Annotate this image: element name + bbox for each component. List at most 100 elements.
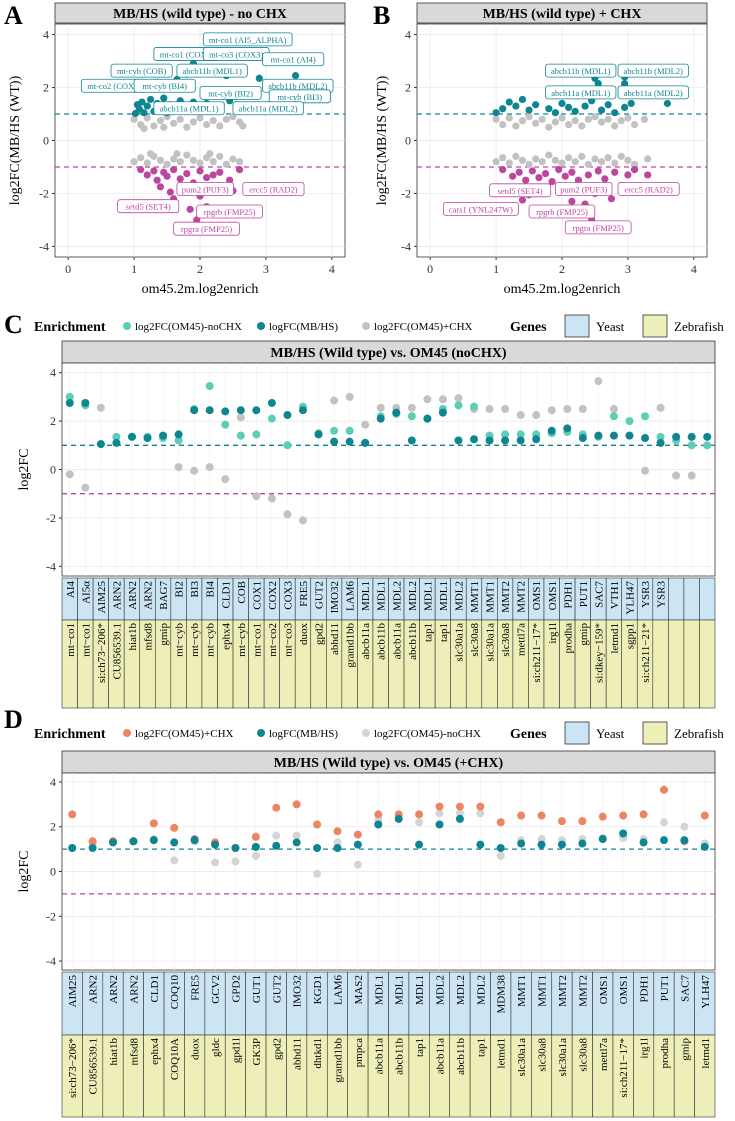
data-point (516, 436, 525, 445)
data-point-ns (499, 154, 507, 162)
data-point-ns (140, 124, 148, 133)
data-point-up (611, 109, 619, 117)
data-point (625, 431, 634, 440)
gene-label-down: ercc5 (RAD2) (249, 184, 298, 194)
legend-label-zebrafish: Zebrafish (674, 726, 724, 741)
data-point-ns (222, 160, 230, 168)
zebrafish-gene-label: irg1l (639, 1038, 651, 1059)
yeast-gene-label: MMT2 (557, 975, 569, 1007)
data-point (537, 811, 546, 820)
data-point (272, 841, 281, 850)
panel-letter: A (4, 1, 23, 30)
data-point (112, 432, 121, 441)
yeast-gene-label: ARN2 (88, 975, 100, 1004)
zebrafish-gene-label: si:ch211−21* (640, 623, 652, 683)
zebrafish-gene-label: mfsd8 (143, 623, 155, 651)
data-point (376, 414, 385, 423)
data-point-up (505, 98, 513, 106)
data-point-ns (545, 151, 553, 159)
data-point (129, 837, 138, 846)
data-point (454, 401, 463, 410)
zebrafish-gene-label: gpd2 (314, 623, 326, 645)
data-point (283, 510, 292, 519)
data-point (205, 463, 214, 472)
y-axis-label: log2FC (17, 448, 32, 490)
data-point-ns (150, 122, 158, 130)
data-point (174, 463, 183, 472)
zebrafish-gene-label: si:ch73−206* (96, 623, 108, 683)
zebrafish-gene-label: tap1 (422, 623, 434, 642)
panel-title: MB/HS (wild type) - no CHX (113, 7, 287, 22)
data-point (149, 819, 158, 828)
zebrafish-gene-label: slc30a1a (485, 623, 497, 662)
yeast-gene-strip: AI4 AI5α AIM25 ARN2 ARN2 ARN2 BAG7 BI2 BI3 BI4 CLD… (61, 577, 716, 621)
yeast-gene-label: PDH1 (562, 581, 574, 609)
zebrafish-gene-label: si:dkey−159* (593, 623, 605, 683)
data-point (703, 441, 712, 450)
data-point (598, 812, 607, 821)
data-point (267, 494, 276, 503)
data-point (252, 430, 261, 439)
data-point-down (196, 167, 204, 175)
yeast-gene-label: ARN2 (128, 975, 140, 1004)
data-point (236, 406, 245, 415)
yeast-gene-label: IMO32 (329, 581, 341, 613)
data-point-down (594, 167, 602, 175)
zebrafish-gene-label: slc30a8 (577, 1038, 589, 1072)
data-point-ns (578, 122, 586, 130)
panel-a: A MB/HS (wild type) - no CHX mt-co1 (AI5_A… (4, 1, 346, 297)
data-point-down (548, 177, 556, 186)
data-point (423, 414, 432, 423)
yeast-gene-label: BI3 (189, 581, 201, 598)
data-point-down (601, 175, 609, 183)
data-point (298, 516, 307, 525)
y-tick-label: -2 (401, 186, 411, 200)
data-point (205, 406, 214, 415)
yeast-gene-label: YSR3 (656, 581, 668, 608)
gene-label-up: mt-co1 (COX1) (160, 49, 214, 59)
data-point-ns (183, 123, 191, 131)
zebrafish-gene-label: letmd1 (496, 1038, 508, 1069)
legend-swatch (257, 729, 265, 737)
data-point-ns (538, 115, 546, 123)
gene-label-up: mt-cyb (BI2) (208, 88, 253, 98)
x-tick-label: 0 (65, 262, 71, 276)
y-tick-label: 2 (50, 820, 56, 834)
data-point (639, 838, 648, 847)
data-point (211, 840, 220, 849)
data-point-ns (505, 159, 513, 167)
data-point-ns (518, 156, 527, 164)
data-point-ns (222, 115, 230, 123)
legend-swatch (123, 322, 131, 330)
data-point-ns (584, 160, 592, 168)
zebrafish-gene-label: abcb11a (360, 623, 372, 659)
yeast-gene-label: GUT2 (314, 581, 326, 609)
data-point-ns (617, 117, 625, 125)
legend-label: log2FC(OM45)+CHX (374, 321, 473, 333)
gene-label-down-box (173, 221, 240, 236)
data-point-up (627, 99, 635, 108)
data-point-up (146, 95, 155, 104)
yeast-gene-label: FRE5 (298, 581, 310, 607)
data-point (251, 832, 260, 841)
data-point (656, 438, 665, 447)
yeast-gene-label: GUT1 (251, 975, 263, 1003)
data-point-down (499, 166, 507, 174)
gene-label-up: mt-co2 (COX2) (87, 81, 141, 91)
legend-label: logFC(MB/HS) (269, 728, 338, 740)
y-tick-label: -2 (39, 186, 49, 200)
gene-label-down: setd5 (SET4) (498, 186, 543, 196)
data-point (127, 432, 136, 441)
data-point (221, 475, 230, 484)
data-point-ns (229, 155, 237, 163)
data-point (578, 434, 587, 443)
data-point (672, 432, 681, 441)
legend-swatch (123, 729, 131, 737)
yeast-gene-label: MDL1 (394, 975, 406, 1005)
data-point-up (663, 99, 672, 108)
yeast-gene-label: COX3 (282, 581, 294, 610)
data-point (415, 840, 424, 849)
data-point (313, 869, 322, 878)
data-point-down (202, 173, 211, 182)
